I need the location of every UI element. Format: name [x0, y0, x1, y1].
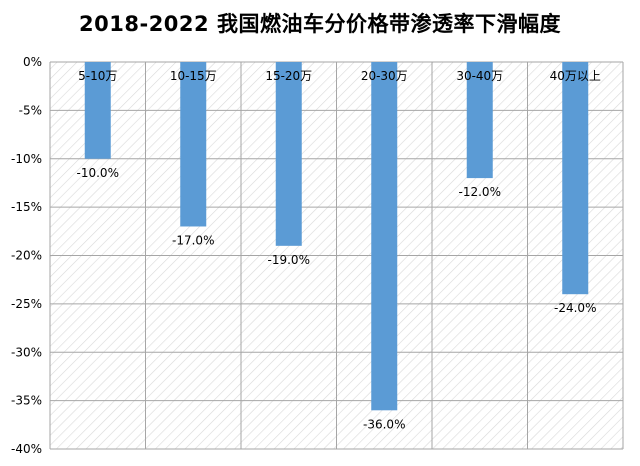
data-label: -10.0% — [77, 166, 119, 180]
data-label: -24.0% — [554, 301, 596, 315]
y-axis-tick-labels: 0% -5% -10% -15% -20% -25% -30% -35% -40% — [11, 55, 42, 456]
chart-title: 2018-2022 我国燃油车分价格带渗透率下滑幅度 — [79, 12, 561, 36]
bar — [275, 62, 302, 246]
y-tick-label: -20% — [11, 249, 42, 263]
y-tick-label: -5% — [19, 103, 42, 117]
gridlines — [49, 61, 624, 450]
y-tick-label: -15% — [11, 200, 42, 214]
category-labels: 5-10万 10-15万 15-20万 20-30万 30-40万 40万以上 — [78, 69, 601, 83]
bar — [84, 62, 111, 159]
bars — [84, 62, 589, 411]
category-label: 15-20万 — [265, 69, 312, 83]
bar — [371, 62, 398, 411]
y-tick-label: -35% — [11, 394, 42, 408]
bar — [562, 62, 589, 295]
category-label: 10-15万 — [170, 69, 217, 83]
category-label: 30-40万 — [456, 69, 503, 83]
category-label: 5-10万 — [78, 69, 117, 83]
y-tick-label: -10% — [11, 152, 42, 166]
data-label: -19.0% — [268, 253, 310, 267]
data-label: -12.0% — [459, 185, 501, 199]
y-tick-label: 0% — [23, 55, 42, 69]
bar — [180, 62, 207, 227]
y-tick-label: -30% — [11, 345, 42, 359]
y-tick-label: -40% — [11, 442, 42, 456]
y-tick-label: -25% — [11, 297, 42, 311]
data-label: -36.0% — [363, 417, 405, 431]
category-label: 40万以上 — [550, 69, 601, 83]
category-label: 20-30万 — [361, 69, 408, 83]
bar — [466, 62, 493, 179]
value-labels: -10.0% -17.0% -19.0% -36.0% -12.0% -24.0% — [77, 166, 597, 432]
data-label: -17.0% — [172, 233, 214, 247]
